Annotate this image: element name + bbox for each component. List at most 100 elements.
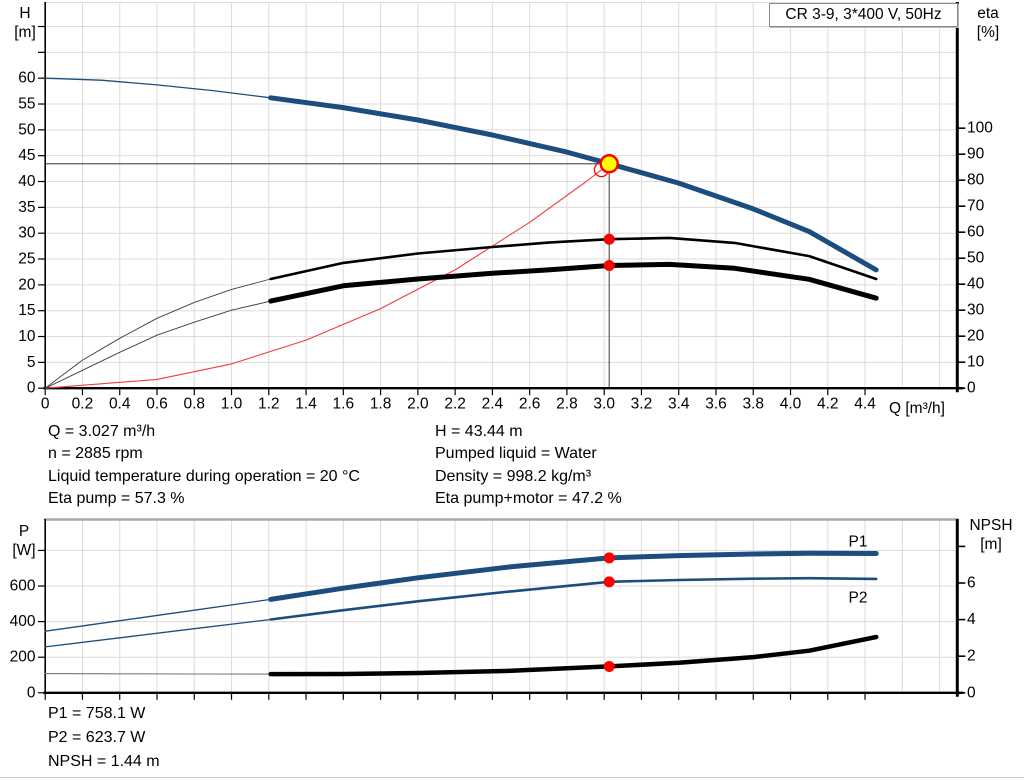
npsh-axis-unit: [m] bbox=[980, 536, 1002, 553]
eta-axis-title: eta [%] bbox=[966, 4, 1010, 42]
y-right-tick-label: 20 bbox=[967, 328, 985, 345]
y-right-tick-label: 90 bbox=[967, 146, 985, 163]
x-tick-label: 0.2 bbox=[72, 396, 94, 413]
x-tick-label: 1.2 bbox=[258, 396, 280, 413]
n-value-line: n = 2885 rpm bbox=[48, 445, 143, 463]
y-right-tick-label: 100 bbox=[967, 120, 993, 137]
y-left-tick-label: 25 bbox=[18, 251, 35, 268]
page-divider bbox=[0, 777, 1024, 778]
chart-title-box: CR 3-9, 3*400 V, 50Hz bbox=[769, 3, 958, 27]
p2-curve-thin bbox=[44, 618, 272, 648]
x-tick-label: 3.2 bbox=[631, 396, 653, 413]
h-value-line: H = 43.44 m bbox=[435, 423, 523, 440]
h-axis-title: H [m] bbox=[6, 4, 44, 42]
y-left-tick-label: 600 bbox=[10, 578, 36, 595]
p-axis-title: P [W] bbox=[4, 522, 44, 560]
npsh-curve-thin bbox=[44, 673, 272, 675]
h-curve-curve bbox=[268, 95, 879, 273]
p1-duty-dot bbox=[603, 552, 615, 564]
y-left-tick-label: 20 bbox=[18, 276, 36, 293]
x-tick-label: 2.4 bbox=[482, 396, 504, 413]
y-right-tick-label: 4 bbox=[967, 611, 976, 628]
liquid-temp-line: Liquid temperature during operation = 20… bbox=[48, 467, 360, 485]
y-left-tick-label: 5 bbox=[27, 354, 36, 371]
x-tick-label: 3.4 bbox=[668, 396, 690, 413]
x-tick-label: 0.8 bbox=[183, 396, 205, 413]
y-right-tick-label: 80 bbox=[967, 172, 985, 189]
x-tick-label: 4.2 bbox=[817, 396, 839, 413]
q-value-line: Q = 3.027 m³/h bbox=[48, 423, 156, 440]
q-axis-title: Q [m³/h] bbox=[889, 400, 945, 417]
y-right-tick-label: 0 bbox=[967, 684, 976, 701]
eta-pump-motor-curve bbox=[268, 261, 879, 304]
npsh-value-line: NPSH = 1.44 m bbox=[48, 753, 160, 770]
eta-pump-motor-duty-dot bbox=[603, 259, 615, 271]
x-tick-label: 2.8 bbox=[556, 396, 578, 413]
y-left-tick-label: 30 bbox=[18, 225, 36, 242]
p1-curve-thin bbox=[44, 598, 272, 632]
x-tick-label: 2.6 bbox=[519, 396, 541, 413]
y-right-tick-label: 0 bbox=[967, 380, 976, 397]
y-right-tick-label: 70 bbox=[967, 198, 985, 215]
x-tick-label: 2.0 bbox=[407, 396, 429, 413]
h-axis-unit: [m] bbox=[14, 24, 36, 41]
duty-data-right: H = 43.44 m Pumped liquid = Water Densit… bbox=[435, 421, 622, 511]
y-left-tick-label: 0 bbox=[27, 380, 36, 397]
h-axis-name: H bbox=[19, 5, 31, 22]
density-line: Density = 998.2 kg/m³ bbox=[435, 467, 592, 485]
y-right-tick-label: 2 bbox=[967, 648, 976, 665]
y-left-tick-label: 55 bbox=[18, 96, 35, 113]
system-curve-curve bbox=[44, 163, 610, 389]
x-tick-label: 1.8 bbox=[370, 396, 392, 413]
y-left-tick-label: 10 bbox=[18, 328, 36, 345]
x-tick-label: 3.0 bbox=[593, 396, 615, 413]
y-left-tick-label: 400 bbox=[10, 613, 36, 630]
y-left-tick-label: 0 bbox=[27, 684, 36, 701]
p1-series-label: P1 bbox=[849, 534, 868, 551]
eta-pump-line: Eta pump = 57.3 % bbox=[48, 490, 185, 508]
y-left-tick-label: 60 bbox=[18, 70, 36, 87]
y-right-tick-label: 40 bbox=[967, 276, 985, 293]
y-left-tick-label: 50 bbox=[18, 121, 36, 138]
pumped-liquid-line: Pumped liquid = Water bbox=[435, 445, 597, 463]
x-tick-label: 0 bbox=[41, 396, 50, 413]
y-left-tick-label: 35 bbox=[18, 199, 35, 216]
y-left-tick-label: 40 bbox=[18, 173, 36, 190]
x-tick-label: 0.4 bbox=[109, 396, 131, 413]
y-right-tick-label: 60 bbox=[967, 224, 985, 241]
y-left-tick-label: 200 bbox=[10, 649, 36, 666]
x-tick-label: 4.4 bbox=[854, 396, 876, 413]
y-right-tick-label: 30 bbox=[967, 302, 985, 319]
y-right-tick-label: 10 bbox=[967, 354, 985, 371]
x-tick-label: 3.6 bbox=[705, 396, 727, 413]
x-tick-label: 3.8 bbox=[742, 396, 764, 413]
p2-duty-dot bbox=[603, 576, 615, 588]
eta-axis-name: eta bbox=[977, 5, 999, 22]
x-tick-label: 1.4 bbox=[295, 396, 317, 413]
npsh-axis-title: NPSH [m] bbox=[960, 516, 1022, 554]
power-data-block: P1 = 758.1 W P2 = 623.7 W NPSH = 1.44 m bbox=[48, 702, 160, 774]
eta-pump-motor-curve-thin bbox=[44, 300, 272, 389]
eta-axis-unit: [%] bbox=[976, 24, 1000, 41]
p2-series-label: P2 bbox=[849, 590, 868, 607]
eta-pump-curve-thin bbox=[44, 278, 272, 389]
x-tick-label: 2.2 bbox=[444, 396, 466, 413]
duty-data-left: Q = 3.027 m³/h n = 2885 rpm Liquid tempe… bbox=[48, 421, 360, 511]
y-right-tick-label: 6 bbox=[967, 575, 976, 592]
p1-value-line: P1 = 758.1 W bbox=[48, 705, 146, 722]
p-axis-name: P bbox=[18, 523, 30, 540]
npsh-axis-name: NPSH bbox=[969, 517, 1013, 534]
eta-pump-curve bbox=[269, 236, 878, 281]
chart-title: CR 3-9, 3*400 V, 50Hz bbox=[785, 6, 942, 23]
npsh-curve bbox=[268, 634, 879, 677]
duty-point-marker[interactable] bbox=[599, 154, 619, 174]
eta-pump-duty-dot bbox=[603, 233, 615, 245]
y-left-tick-label: 45 bbox=[18, 147, 35, 164]
y-left-tick-label: 15 bbox=[18, 302, 35, 319]
eta-pump-motor-line: Eta pump+motor = 47.2 % bbox=[435, 490, 622, 508]
x-tick-label: 1.0 bbox=[221, 396, 243, 413]
p1-curve bbox=[268, 550, 879, 602]
y-right-tick-label: 50 bbox=[967, 250, 985, 267]
